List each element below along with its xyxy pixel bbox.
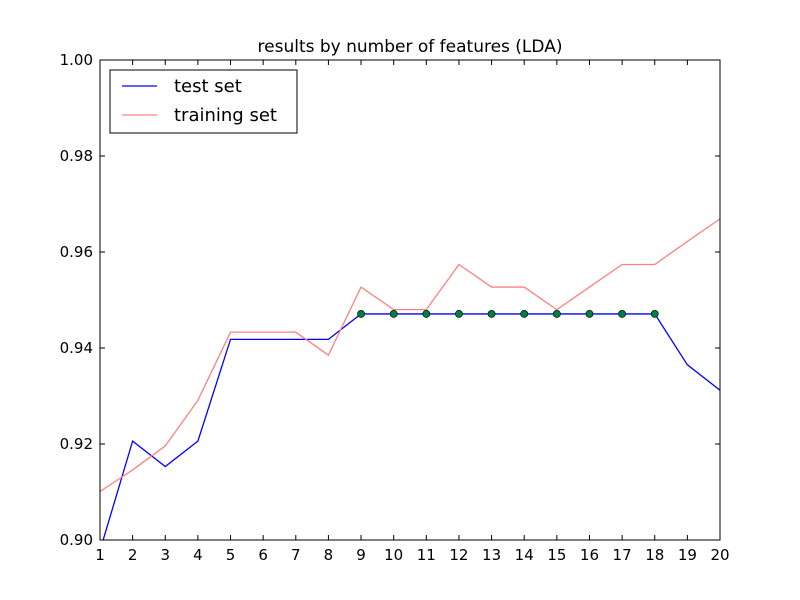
axes-frame xyxy=(99,59,721,541)
y-tick-label: 0.96 xyxy=(60,243,93,261)
x-tick-label: 3 xyxy=(160,546,170,564)
chart-title: results by number of features (LDA) xyxy=(258,37,563,57)
marker-point xyxy=(552,310,561,318)
x-tick-label: 12 xyxy=(449,546,468,564)
x-tick-label: 5 xyxy=(226,546,236,564)
legend-label-test-set: test set xyxy=(174,76,242,97)
x-tick-label: 10 xyxy=(384,546,403,564)
marker-point xyxy=(585,310,594,318)
marker-point xyxy=(487,310,496,318)
series-group xyxy=(100,218,720,540)
x-tick-label: 18 xyxy=(645,546,664,564)
series-line-training-set xyxy=(100,218,720,493)
y-tick-label: 0.92 xyxy=(60,435,93,453)
x-tick-label: 17 xyxy=(613,546,632,564)
y-tick-label: 0.98 xyxy=(60,147,93,165)
marker-point xyxy=(455,310,463,318)
y-tick-label: 0.90 xyxy=(60,531,93,549)
x-tick-label: 20 xyxy=(710,546,729,564)
marker-point xyxy=(357,310,365,318)
series-line-test-set xyxy=(102,313,720,540)
marker-point xyxy=(650,310,659,318)
x-tick-label: 9 xyxy=(356,546,366,564)
legend-box xyxy=(109,69,298,134)
x-tick-label: 1 xyxy=(95,546,105,564)
y-tick-label: 1.00 xyxy=(60,51,93,69)
x-tick-label: 15 xyxy=(547,546,566,564)
marker-point xyxy=(422,310,431,318)
x-tick-label: 14 xyxy=(515,546,534,564)
legend-label-training-set: training set xyxy=(174,105,277,126)
x-tick-label: 11 xyxy=(417,546,436,564)
x-tick-label: 13 xyxy=(482,546,501,564)
x-tick-label: 6 xyxy=(258,546,268,564)
x-tick-label: 4 xyxy=(193,546,203,564)
x-tick-label: 16 xyxy=(580,546,599,564)
x-tick-label: 19 xyxy=(678,546,697,564)
x-tick-label: 2 xyxy=(128,546,138,564)
plot-area xyxy=(100,218,720,540)
y-tick-label: 0.94 xyxy=(60,339,93,357)
marker-point xyxy=(389,310,398,318)
marker-point xyxy=(618,310,627,318)
axes-ticks: 1 2 3 4 5 6 7 8 9 10 11 12 13 14 15 16 17 18 19 200.900.920… xyxy=(60,51,730,564)
x-tick-label: 8 xyxy=(324,546,334,564)
marker-point xyxy=(520,310,529,318)
x-tick-label: 7 xyxy=(291,546,301,564)
legend: test set training set xyxy=(109,69,298,134)
